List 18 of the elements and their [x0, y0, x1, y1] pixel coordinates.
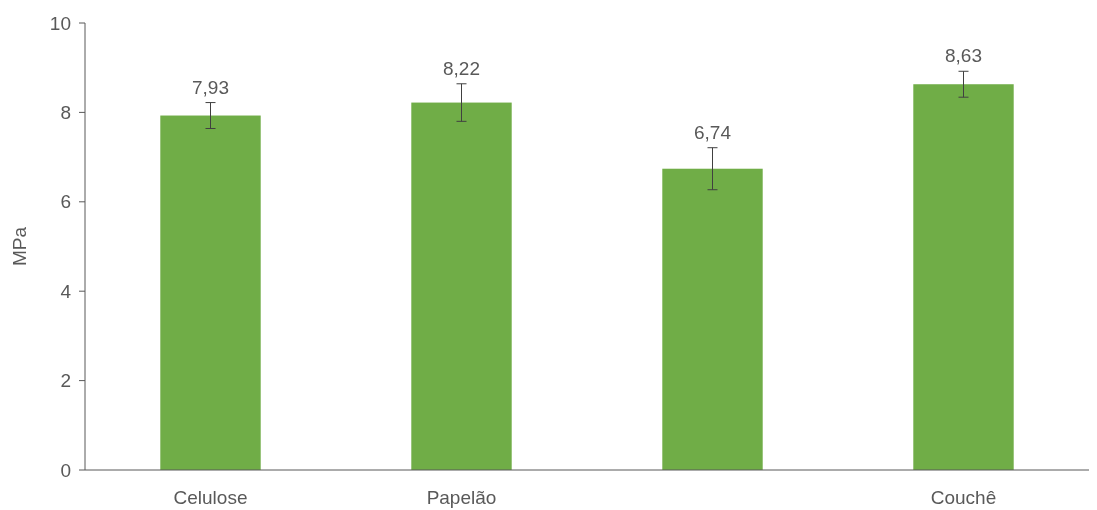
- bar: [913, 84, 1014, 470]
- y-tick-label: 6: [60, 191, 71, 213]
- bar: [411, 102, 512, 470]
- bar: [662, 168, 763, 470]
- y-tick-label: 8: [60, 102, 71, 124]
- x-tick-label: Papelão: [426, 487, 497, 508]
- y-tick-label: 2: [60, 370, 71, 392]
- y-tick-label: 0: [60, 459, 71, 481]
- data-label: 6,74: [694, 121, 732, 143]
- y-tick-label: 4: [60, 280, 72, 302]
- x-tick-label: Couchê: [930, 487, 997, 508]
- x-tick-label: Celulose: [173, 487, 248, 508]
- data-label: 8,63: [945, 45, 982, 67]
- y-tick-label: 10: [49, 12, 71, 34]
- bar: [160, 115, 261, 470]
- data-label: 8,22: [443, 57, 480, 79]
- data-label: 7,93: [192, 76, 229, 98]
- y-axis-title: MPa: [9, 226, 30, 267]
